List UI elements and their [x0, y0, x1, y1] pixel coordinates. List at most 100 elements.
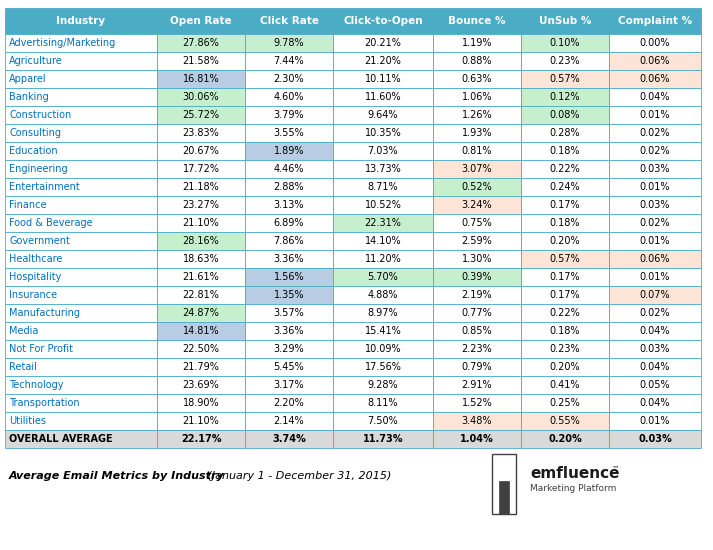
Bar: [245, 376, 333, 394]
Text: 0.63%: 0.63%: [462, 74, 492, 84]
Text: 0.00%: 0.00%: [640, 38, 670, 48]
Text: 0.20%: 0.20%: [550, 362, 580, 372]
Bar: [433, 430, 521, 448]
Text: 7.50%: 7.50%: [368, 416, 399, 426]
Bar: [609, 124, 701, 142]
Bar: [333, 52, 433, 70]
Text: Media: Media: [9, 326, 39, 336]
Bar: [5, 106, 157, 124]
Bar: [609, 376, 701, 394]
Text: 3.13%: 3.13%: [274, 200, 304, 210]
Bar: [245, 322, 333, 340]
Bar: [609, 394, 701, 412]
Bar: [433, 142, 521, 160]
Bar: [5, 376, 157, 394]
Bar: [333, 376, 433, 394]
Bar: [521, 142, 609, 160]
Text: 0.57%: 0.57%: [550, 254, 580, 264]
Text: 0.04%: 0.04%: [640, 362, 670, 372]
Text: Finance: Finance: [9, 200, 46, 210]
Text: 3.36%: 3.36%: [274, 254, 304, 264]
Text: 8.71%: 8.71%: [368, 182, 399, 192]
Text: Average Email Metrics by Industry: Average Email Metrics by Industry: [9, 471, 225, 481]
Bar: [521, 286, 609, 304]
Text: 0.04%: 0.04%: [640, 326, 670, 336]
Bar: [433, 376, 521, 394]
Bar: [521, 412, 609, 430]
Bar: [245, 214, 333, 232]
Text: 21.20%: 21.20%: [364, 56, 401, 66]
Bar: [521, 268, 609, 286]
Bar: [333, 340, 433, 358]
Text: 3.74%: 3.74%: [272, 434, 306, 444]
Bar: [157, 358, 245, 376]
Bar: [245, 8, 333, 34]
Text: 27.86%: 27.86%: [183, 38, 220, 48]
Text: 1.89%: 1.89%: [274, 146, 304, 156]
Bar: [333, 34, 433, 52]
Bar: [433, 358, 521, 376]
Text: 21.79%: 21.79%: [183, 362, 220, 372]
Bar: [245, 34, 333, 52]
Bar: [521, 160, 609, 178]
Bar: [333, 430, 433, 448]
Bar: [609, 250, 701, 268]
Text: Entertainment: Entertainment: [9, 182, 80, 192]
Bar: [157, 268, 245, 286]
Text: Marketing Platform: Marketing Platform: [530, 484, 616, 493]
Text: 0.25%: 0.25%: [550, 398, 580, 408]
Text: 0.88%: 0.88%: [462, 56, 492, 66]
Text: 10.35%: 10.35%: [364, 128, 401, 138]
Text: Manufacturing: Manufacturing: [9, 308, 80, 318]
Text: Agriculture: Agriculture: [9, 56, 63, 66]
Text: 18.90%: 18.90%: [183, 398, 220, 408]
Bar: [433, 8, 521, 34]
Text: Engineering: Engineering: [9, 164, 68, 174]
Bar: [433, 394, 521, 412]
Bar: [521, 88, 609, 106]
Text: 0.55%: 0.55%: [550, 416, 580, 426]
Bar: [333, 394, 433, 412]
Bar: [245, 178, 333, 196]
Bar: [333, 232, 433, 250]
Text: 15.41%: 15.41%: [364, 326, 401, 336]
Text: Consulting: Consulting: [9, 128, 61, 138]
Bar: [245, 160, 333, 178]
Text: 11.60%: 11.60%: [364, 92, 401, 102]
Bar: [245, 340, 333, 358]
Text: 0.23%: 0.23%: [550, 56, 580, 66]
Text: 4.60%: 4.60%: [274, 92, 304, 102]
Text: Apparel: Apparel: [9, 74, 46, 84]
Bar: [5, 340, 157, 358]
Text: 23.69%: 23.69%: [183, 380, 220, 390]
Bar: [609, 178, 701, 196]
Bar: [157, 412, 245, 430]
Text: 0.10%: 0.10%: [550, 38, 580, 48]
Bar: [521, 394, 609, 412]
Text: 0.18%: 0.18%: [550, 326, 580, 336]
Text: 3.29%: 3.29%: [274, 344, 304, 354]
Text: 10.11%: 10.11%: [364, 74, 401, 84]
Text: 2.20%: 2.20%: [274, 398, 304, 408]
Bar: [5, 160, 157, 178]
Text: 7.86%: 7.86%: [274, 236, 304, 246]
Text: 30.06%: 30.06%: [183, 92, 220, 102]
Text: ™: ™: [612, 465, 620, 474]
Text: 21.61%: 21.61%: [183, 272, 220, 282]
Text: Complaint %: Complaint %: [618, 16, 692, 26]
Text: 3.79%: 3.79%: [274, 110, 304, 120]
Bar: [333, 412, 433, 430]
Text: 0.05%: 0.05%: [640, 380, 670, 390]
Text: Advertising/Marketing: Advertising/Marketing: [9, 38, 116, 48]
Text: 0.02%: 0.02%: [640, 146, 670, 156]
Bar: [5, 412, 157, 430]
Text: 2.88%: 2.88%: [274, 182, 304, 192]
Text: 0.01%: 0.01%: [640, 272, 670, 282]
Text: 0.03%: 0.03%: [638, 434, 672, 444]
Bar: [609, 286, 701, 304]
Text: 1.35%: 1.35%: [274, 290, 304, 300]
Text: 14.10%: 14.10%: [364, 236, 401, 246]
Bar: [609, 196, 701, 214]
Text: 0.24%: 0.24%: [550, 182, 580, 192]
Bar: [609, 412, 701, 430]
